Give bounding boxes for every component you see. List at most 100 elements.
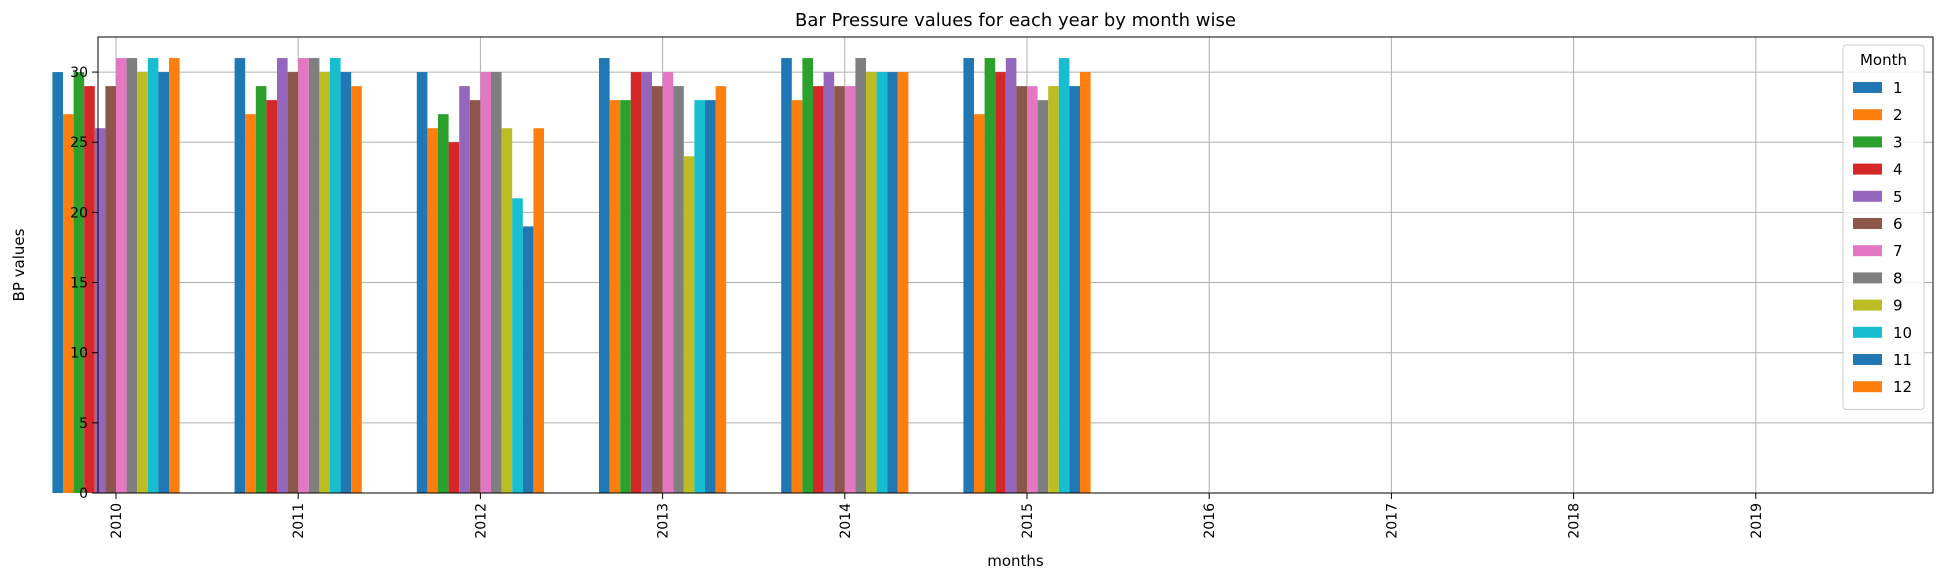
- bar-2010-month-1: [52, 72, 63, 494]
- y-tick-label: 10: [70, 346, 88, 362]
- bar-2012-month-4: [448, 142, 460, 493]
- legend-label-month-5: 5: [1893, 188, 1903, 206]
- bar-2012-month-6: [469, 100, 481, 493]
- bar-2011-month-8: [308, 58, 320, 494]
- bar-2014-month-7: [844, 86, 856, 493]
- bar-2014-month-5: [823, 72, 835, 494]
- bar-2015-month-7: [1027, 86, 1038, 493]
- bars-layer: [52, 58, 1091, 494]
- bar-2011-month-9: [319, 72, 330, 494]
- plot-frame: [97, 36, 1934, 494]
- bar-2011-month-12: [351, 86, 362, 493]
- bar-2013-month-1: [599, 58, 610, 494]
- bar-2015-month-5: [1005, 58, 1017, 494]
- y-axis-title: BP values: [10, 228, 28, 301]
- legend-swatch-month-4: [1853, 163, 1882, 175]
- x-axis-title: months: [987, 552, 1044, 570]
- legend-label-month-11: 11: [1893, 351, 1912, 369]
- bar-2014-month-10: [876, 72, 888, 494]
- legend-swatch-month-5: [1853, 190, 1882, 202]
- bar-2014-month-9: [866, 72, 877, 494]
- bar-2013-month-12: [715, 86, 727, 493]
- bar-2014-month-4: [813, 86, 824, 493]
- bar-2010-month-8: [126, 58, 138, 494]
- bar-2012-month-11: [522, 226, 534, 493]
- legend-swatch-month-2: [1853, 109, 1882, 121]
- y-tick-label: 5: [79, 416, 88, 432]
- y-tick-label: 30: [70, 65, 88, 81]
- x-tick-label: 2016: [1202, 503, 1218, 539]
- x-tick-label: 2010: [109, 503, 125, 539]
- bar-2015-month-2: [974, 114, 985, 494]
- bar-2011-month-4: [266, 100, 277, 493]
- bar-2011-month-5: [277, 58, 288, 494]
- bar-2010-month-11: [158, 72, 169, 494]
- bar-2013-month-2: [609, 100, 621, 493]
- bar-2014-month-3: [802, 58, 813, 494]
- bar-2012-month-7: [480, 72, 491, 494]
- legend-label-month-6: 6: [1893, 215, 1903, 233]
- bar-2013-month-11: [705, 100, 716, 493]
- bar-2011-month-7: [298, 58, 309, 494]
- x-tick-label: 2019: [1749, 503, 1765, 539]
- bar-2013-month-6: [652, 86, 663, 493]
- bar-2011-month-6: [287, 72, 299, 494]
- legend-swatch-month-7: [1853, 245, 1882, 257]
- legend-swatch-month-9: [1853, 299, 1882, 311]
- bar-2012-month-12: [533, 128, 544, 493]
- bar-2015-month-9: [1048, 86, 1059, 493]
- legend-label-month-2: 2: [1893, 106, 1903, 124]
- legend-swatch-month-6: [1853, 218, 1882, 229]
- legend-label-month-12: 12: [1893, 378, 1912, 396]
- bar-2014-month-2: [791, 100, 803, 493]
- bar-2014-month-12: [897, 72, 909, 494]
- x-tick-label: 2011: [291, 503, 307, 539]
- legend-swatch-month-3: [1853, 136, 1882, 148]
- bar-2010-month-12: [169, 58, 180, 494]
- x-tick-label: 2017: [1384, 503, 1400, 539]
- ticks-layer: 0 5 10 15 20 25 30 2010 2011 2012 2013 2014 2015 2016…: [70, 65, 1765, 539]
- bar-2013-month-3: [620, 100, 631, 493]
- bar-2015-month-11: [1069, 86, 1080, 493]
- bar-2010-month-5: [94, 128, 106, 493]
- bar-2011-month-3: [255, 86, 267, 493]
- bar-2015-month-12: [1080, 72, 1091, 494]
- bar-2015-month-4: [995, 72, 1006, 494]
- bar-2010-month-2: [63, 114, 74, 494]
- bar-2012-month-1: [416, 72, 428, 494]
- y-tick-label: 25: [70, 135, 88, 151]
- bar-2010-month-4: [84, 86, 95, 493]
- bar-2015-month-1: [963, 58, 974, 494]
- bar-2014-month-11: [887, 72, 898, 494]
- legend-label-month-1: 1: [1893, 79, 1903, 97]
- y-tick-label: 0: [79, 486, 88, 502]
- legend-title: Month: [1860, 51, 1907, 69]
- bar-2011-month-1: [234, 58, 246, 494]
- bar-2014-month-6: [834, 86, 845, 493]
- x-tick-label: 2014: [838, 503, 854, 539]
- bar-2012-month-5: [459, 86, 470, 493]
- bar-2015-month-6: [1016, 86, 1027, 493]
- chart-title: Bar Pressure values for each year by mon…: [795, 10, 1236, 31]
- bar-2012-month-10: [512, 198, 523, 493]
- bar-2010-month-9: [137, 72, 148, 494]
- x-tick-label: 2018: [1567, 503, 1583, 539]
- legend-label-month-4: 4: [1893, 161, 1903, 179]
- bar-2010-month-10: [147, 58, 159, 494]
- bar-2013-month-9: [683, 156, 695, 493]
- bar-2010-month-7: [116, 58, 127, 494]
- legend-box: [1842, 44, 1925, 410]
- legend-swatch-month-11: [1853, 354, 1882, 365]
- bar-2011-month-10: [330, 58, 341, 494]
- x-tick-label: 2012: [473, 503, 489, 539]
- legend-label-month-10: 10: [1893, 324, 1912, 342]
- legend-label-month-9: 9: [1893, 297, 1903, 315]
- bar-2015-month-10: [1058, 58, 1070, 494]
- bar-2013-month-10: [694, 100, 705, 493]
- y-tick-label: 20: [70, 205, 88, 221]
- bar-2013-month-5: [641, 72, 652, 494]
